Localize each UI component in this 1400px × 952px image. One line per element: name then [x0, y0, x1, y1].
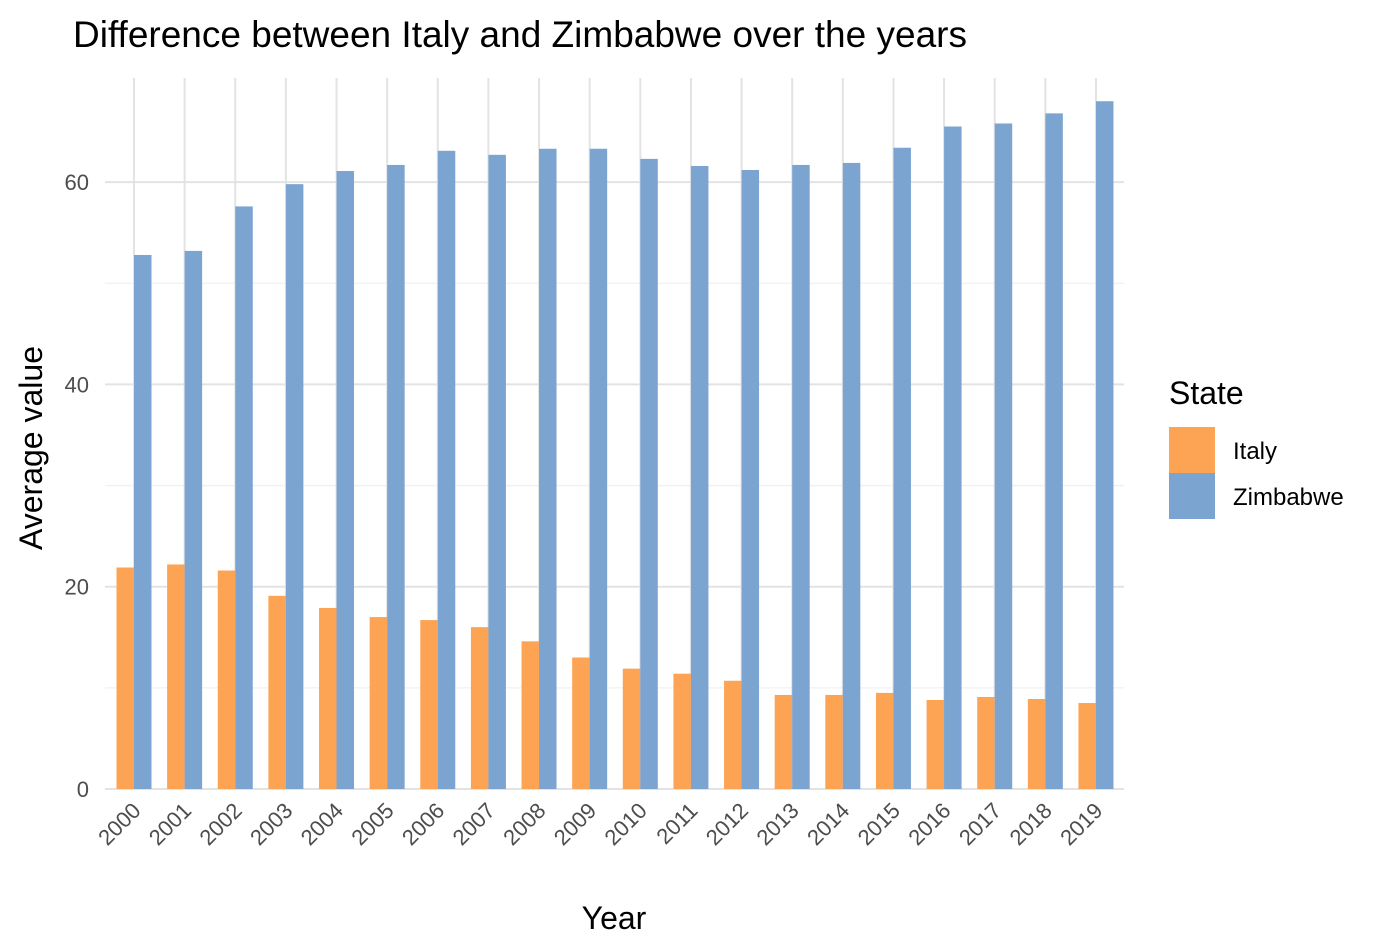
bar-italy-2002	[217, 570, 236, 789]
bar-zimbabwe-2015	[893, 147, 911, 789]
legend-label-zimbabwe: Zimbabwe	[1233, 484, 1344, 511]
bar-italy-2003	[268, 595, 286, 789]
bar-italy-2008	[521, 641, 540, 789]
bar-zimbabwe-2008	[539, 148, 557, 789]
x-tick-label: 2019	[1055, 798, 1107, 850]
bar-zimbabwe-2001	[184, 250, 203, 790]
chart-title: Difference between Italy and Zimbabwe ov…	[73, 14, 967, 55]
y-axis-title: Average value	[13, 346, 49, 550]
x-tick-label: 2004	[296, 798, 348, 850]
x-tick-label: 2014	[802, 798, 854, 850]
bar-zimbabwe-2006	[437, 150, 456, 790]
x-tick-label: 2006	[397, 798, 449, 850]
x-tick-label: 2008	[498, 798, 550, 850]
bars	[116, 101, 1114, 790]
x-tick-label: 2018	[1005, 798, 1057, 850]
x-axis-title: Year	[582, 900, 647, 936]
bar-zimbabwe-2009	[589, 148, 608, 789]
x-tick-label: 2011	[651, 798, 702, 849]
legend-label-italy: Italy	[1233, 438, 1277, 465]
bar-zimbabwe-2014	[842, 162, 861, 789]
bar-italy-2005	[369, 617, 388, 789]
y-tick-label: 60	[65, 170, 89, 195]
bar-zimbabwe-2017	[994, 123, 1013, 790]
bar-zimbabwe-2018	[1045, 113, 1063, 790]
y-tick-label: 20	[65, 575, 89, 600]
bar-italy-2016	[926, 699, 945, 789]
grid	[105, 78, 1124, 790]
bar-zimbabwe-2013	[792, 164, 810, 789]
bar-italy-2009	[572, 657, 590, 789]
x-tick-label: 2007	[448, 798, 500, 850]
bar-italy-2004	[319, 607, 337, 789]
bar-zimbabwe-2016	[944, 126, 962, 789]
bar-zimbabwe-2000	[134, 254, 152, 790]
bar-italy-2014	[825, 694, 843, 789]
bar-italy-2019	[1078, 703, 1096, 789]
bar-italy-2015	[875, 692, 894, 789]
legend: State Italy Zimbabwe	[1169, 375, 1344, 519]
x-tick-label: 2001	[144, 798, 196, 850]
legend-title: State	[1169, 375, 1244, 411]
bar-italy-2013	[774, 694, 793, 789]
x-axis-ticks: 2000200120022003200420052006200720082009…	[93, 798, 1107, 850]
x-tick-label: 2012	[701, 798, 753, 850]
bar-italy-2017	[977, 696, 995, 789]
x-tick-label: 2000	[93, 798, 145, 850]
bar-zimbabwe-2019	[1095, 101, 1114, 790]
legend-items: Italy Zimbabwe	[1169, 427, 1344, 519]
bar-zimbabwe-2011	[690, 165, 709, 789]
bar-italy-2007	[470, 627, 489, 789]
y-axis-ticks: 0 20 40 60	[65, 170, 89, 802]
bar-zimbabwe-2004	[336, 171, 355, 789]
bar-zimbabwe-2005	[387, 164, 405, 789]
bar-zimbabwe-2010	[640, 158, 658, 789]
legend-swatch-italy	[1169, 427, 1215, 473]
bar-italy-2000	[116, 567, 134, 789]
bar-italy-2018	[1027, 698, 1046, 789]
legend-swatch-zimbabwe	[1169, 473, 1215, 519]
bar-italy-2011	[673, 673, 691, 789]
bar-zimbabwe-2007	[488, 154, 506, 789]
x-tick-label: 2015	[853, 798, 905, 850]
bar-italy-2012	[724, 680, 742, 789]
y-tick-label: 40	[65, 372, 89, 397]
bar-zimbabwe-2012	[741, 170, 760, 789]
x-tick-label: 2009	[549, 798, 601, 850]
x-tick-label: 2005	[346, 798, 398, 850]
bar-zimbabwe-2003	[285, 184, 304, 790]
y-tick-label: 0	[77, 777, 89, 802]
bar-italy-2010	[622, 668, 641, 789]
x-tick-label: 2016	[903, 798, 955, 850]
bar-italy-2001	[167, 564, 185, 789]
x-tick-label: 2002	[195, 798, 247, 850]
bar-italy-2006	[420, 620, 438, 789]
bar-zimbabwe-2002	[235, 206, 253, 790]
x-tick-label: 2010	[600, 798, 652, 850]
x-tick-label: 2013	[751, 798, 803, 850]
x-tick-label: 2017	[954, 798, 1006, 850]
x-tick-label: 2003	[245, 798, 297, 850]
